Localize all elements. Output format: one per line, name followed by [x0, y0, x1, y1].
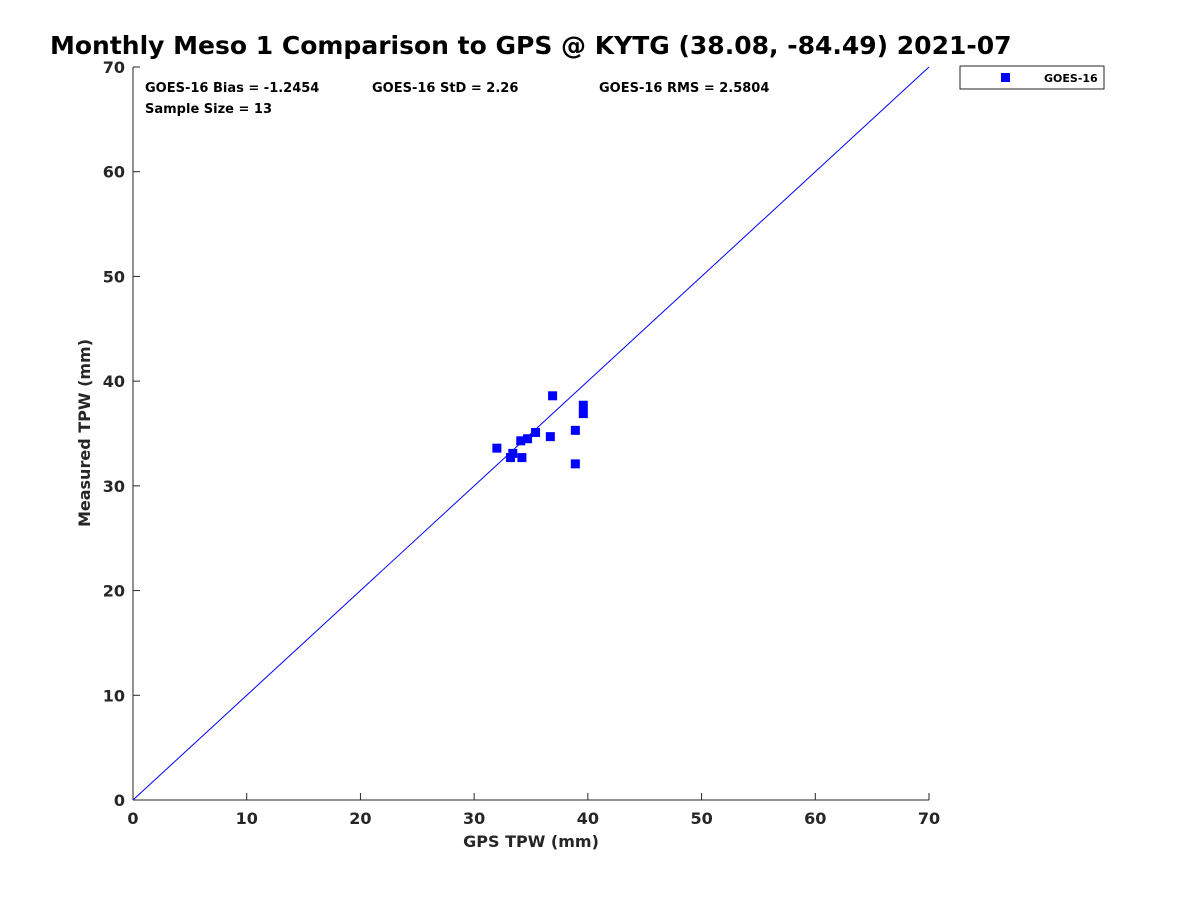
y-tick-label: 60: [103, 163, 125, 182]
data-point: [508, 448, 518, 458]
data-point: [545, 432, 555, 442]
data-point: [570, 425, 580, 435]
x-tick-label: 70: [918, 809, 940, 828]
x-tick-label: 50: [690, 809, 712, 828]
chart-title: Monthly Meso 1 Comparison to GPS @ KYTG …: [50, 31, 1012, 60]
y-tick-label: 20: [103, 582, 125, 601]
x-tick-label: 0: [127, 809, 138, 828]
one-to-one-reference-line: [132, 66, 930, 801]
y-tick-label: 10: [103, 686, 125, 705]
data-point: [578, 400, 588, 410]
data-point: [517, 453, 527, 463]
data-point: [516, 436, 526, 446]
data-point: [578, 409, 588, 419]
data-point: [570, 459, 580, 469]
stat-bias: GOES-16 Bias = -1.2454: [145, 81, 319, 96]
x-tick-label: 10: [236, 809, 258, 828]
x-tick-label: 40: [577, 809, 599, 828]
y-axis-label: Measured TPW (mm): [75, 339, 94, 527]
y-tick-label: 70: [103, 58, 125, 77]
data-point: [531, 427, 541, 437]
legend-label-goes-16: GOES-16: [1044, 72, 1098, 85]
axis-ticks: 0 10 20 30 40 50 60 70 0 10 20 30 40 50 60 70: [103, 58, 940, 828]
y-tick-label: 50: [103, 267, 125, 286]
data-point: [548, 391, 558, 401]
stat-rms: GOES-16 RMS = 2.5804: [599, 81, 769, 96]
data-point: [523, 434, 533, 444]
legend: GOES-16: [959, 65, 1105, 90]
stat-sample-size: Sample Size = 13: [145, 102, 272, 117]
plot-area: 0 10 20 30 40 50 60 70 0 10 20 30 40 50 60 70: [103, 58, 940, 828]
y-tick-label: 40: [103, 372, 125, 391]
data-point: [492, 443, 502, 453]
legend-box: [959, 65, 1105, 90]
stat-std: GOES-16 StD = 2.26: [372, 81, 518, 96]
x-tick-label: 60: [804, 809, 826, 828]
y-tick-label: 0: [114, 791, 125, 810]
x-tick-label: 30: [463, 809, 485, 828]
x-tick-label: 20: [349, 809, 371, 828]
legend-marker-goes-16: [1001, 73, 1010, 82]
x-axis-label: GPS TPW (mm): [463, 832, 599, 851]
y-tick-label: 30: [103, 477, 125, 496]
data-points: [492, 391, 588, 469]
